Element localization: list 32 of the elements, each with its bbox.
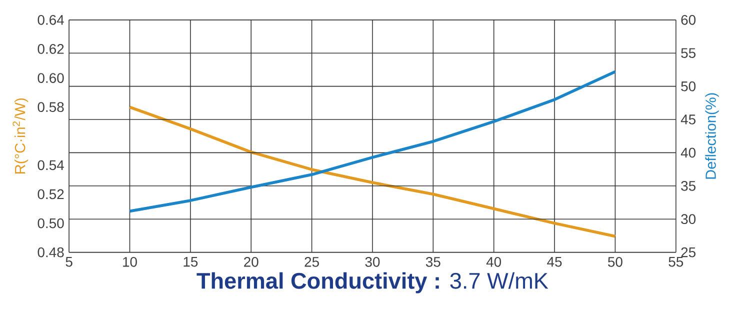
y2-tick-label: 35 <box>681 180 696 191</box>
line-series <box>128 105 617 238</box>
y-tick-label: 0.58 <box>38 102 64 112</box>
y-tick-label: 0.48 <box>38 247 64 258</box>
x-tick-label: 55 <box>668 256 684 267</box>
x-tick-label: 45 <box>547 256 562 267</box>
y2-tick-label: 30 <box>681 214 696 224</box>
x-tick-label: 5 <box>66 256 72 267</box>
x-tick-label: 40 <box>486 256 502 267</box>
x-tick-label: 50 <box>608 256 622 267</box>
x-tick-label: 35 <box>426 256 440 267</box>
y-tick-label: 0.52 <box>38 189 64 199</box>
text: Thermal Conductivity : 3.7 W/mK <box>196 272 548 294</box>
x-tick-label: 15 <box>184 256 198 267</box>
y2-tick-label: 55 <box>681 48 696 58</box>
x-tick-label: 20 <box>244 256 258 267</box>
y-tick-label: 0.62 <box>38 44 64 54</box>
y2-tick-label: 40 <box>680 148 696 158</box>
x-tick-label: 10 <box>123 256 137 267</box>
y-tick-label: 0.60 <box>38 72 64 83</box>
y-tick-label: 0.50 <box>38 218 64 228</box>
y2-tick-label: 60 <box>681 14 696 25</box>
y-axis-title: R(°C·in$^{2}$/W) <box>12 98 28 174</box>
y2-tick-label: 45 <box>680 114 696 124</box>
y-tick-label: 0.54 <box>38 160 64 170</box>
y2-tick-label: 25 <box>681 247 696 258</box>
y-tick-label: 0.64 <box>38 14 64 25</box>
x-tick-label: 25 <box>304 256 319 267</box>
y2-axis-title: Deflection(%) <box>705 93 719 179</box>
x-tick-label: 30 <box>365 256 380 267</box>
line-series <box>128 70 617 212</box>
y2-tick-label: 50 <box>681 81 696 92</box>
